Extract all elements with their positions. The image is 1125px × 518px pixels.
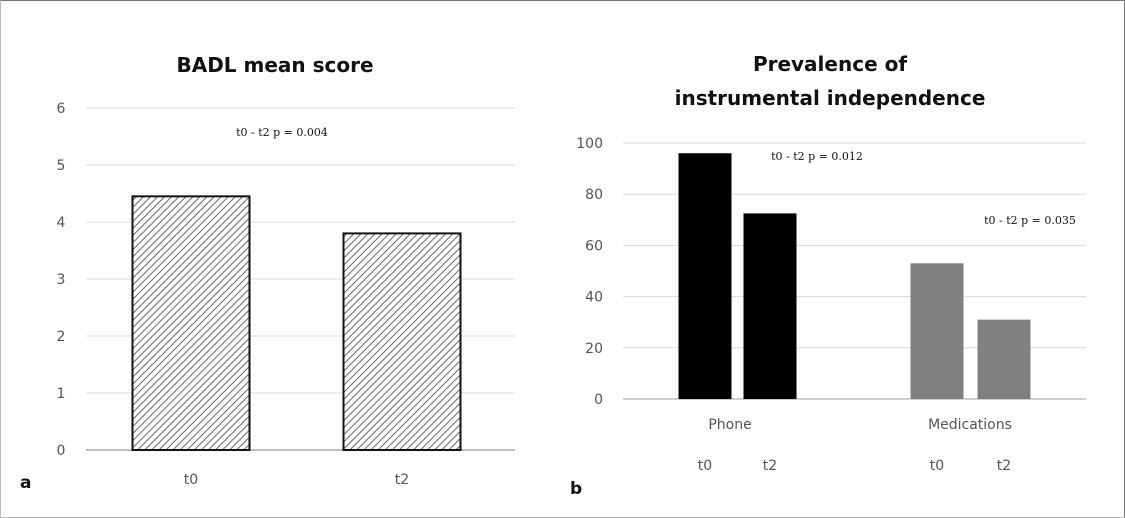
chart-b-group-label-phone: Phone xyxy=(708,417,751,433)
chart-a-y-tick: 2 xyxy=(57,329,66,345)
chart-b: 0 20 40 60 80 100 t0 t2 Phone t0 t2 Medications Pr… xyxy=(570,52,1086,499)
chart-b-category-labels: t0 t2 Phone t0 t2 Medications xyxy=(698,417,1012,474)
chart-b-group-label-medications: Medications xyxy=(928,417,1012,433)
chart-b-y-tick: 80 xyxy=(585,187,603,203)
chart-b-time-label-t0: t0 xyxy=(698,458,712,474)
chart-a-category-t0: t0 xyxy=(184,472,198,488)
chart-b-y-tick: 100 xyxy=(576,136,603,152)
chart-b-bar-medications-t2 xyxy=(977,319,1031,399)
chart-a-y-tick-labels: 0 1 2 3 4 5 6 xyxy=(57,101,66,459)
chart-b-time-label-t2: t2 xyxy=(997,458,1011,474)
chart-b-bar-phone-t2 xyxy=(743,213,797,399)
chart-b-bar-phone-t0 xyxy=(678,153,732,399)
chart-a: 0 1 2 3 4 5 6 t0 t2 BADL mean score t0 - t2 p =… xyxy=(20,53,515,493)
chart-a-y-tick: 1 xyxy=(57,386,66,402)
chart-b-bars xyxy=(678,153,1031,399)
chart-a-category-labels: t0 t2 xyxy=(184,472,409,488)
chart-b-y-tick: 20 xyxy=(585,341,603,357)
chart-a-panel-label: a xyxy=(20,473,31,493)
chart-b-y-tick-labels: 0 20 40 60 80 100 xyxy=(576,136,603,408)
chart-a-annotation: t0 - t2 p = 0.004 xyxy=(236,126,328,139)
chart-b-y-tick: 0 xyxy=(594,392,603,408)
chart-a-bar-t2 xyxy=(342,232,462,451)
chart-a-title: BADL mean score xyxy=(176,53,373,77)
chart-a-y-tick: 3 xyxy=(57,272,66,288)
chart-b-y-tick: 40 xyxy=(585,290,603,306)
chart-b-title-line-1: Prevalence of xyxy=(753,52,907,76)
chart-a-y-tick: 4 xyxy=(57,215,66,231)
chart-b-annotation-medications: t0 - t2 p = 0.035 xyxy=(984,214,1076,227)
chart-a-y-tick: 5 xyxy=(57,158,66,174)
chart-b-panel-label: b xyxy=(570,479,582,499)
chart-a-y-tick: 0 xyxy=(57,443,66,459)
chart-b-bar-medications-t0 xyxy=(910,263,964,399)
chart-a-y-tick: 6 xyxy=(57,101,66,117)
chart-a-bar-t0 xyxy=(131,195,251,451)
chart-b-time-label-t2: t2 xyxy=(763,458,777,474)
chart-b-time-label-t0: t0 xyxy=(930,458,944,474)
chart-b-title-line-2: instrumental independence xyxy=(675,86,986,110)
chart-b-y-tick: 60 xyxy=(585,238,603,254)
chart-a-bars xyxy=(131,195,462,451)
chart-b-annotation-phone: t0 - t2 p = 0.012 xyxy=(771,150,863,163)
chart-a-category-t2: t2 xyxy=(395,472,409,488)
